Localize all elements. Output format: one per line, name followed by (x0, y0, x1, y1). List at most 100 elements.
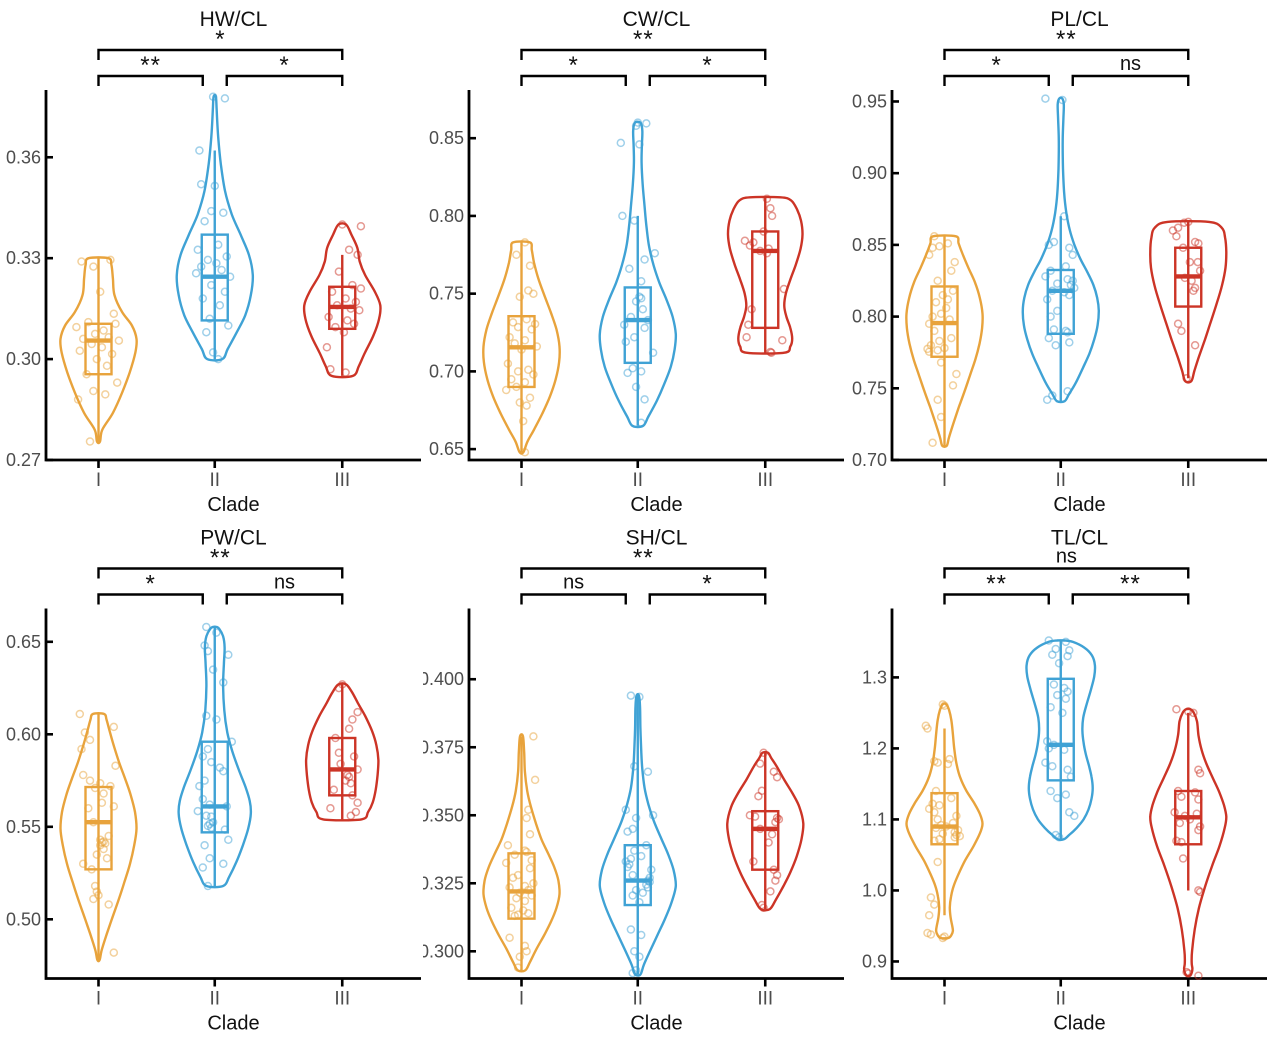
significance-bracket (520, 48, 767, 60)
x-axis-label: Clade (1053, 494, 1105, 516)
data-point (518, 416, 528, 426)
box-iqr (1046, 677, 1075, 782)
data-point (99, 844, 108, 854)
data-point (1051, 341, 1060, 350)
data-point (635, 692, 644, 702)
data-point (106, 781, 115, 791)
x-tick-label-clade-ii: II (1055, 470, 1066, 491)
data-point (212, 715, 221, 724)
data-point (87, 339, 96, 349)
data-point (1189, 286, 1198, 296)
figure-row-bottom: PW/CL ** * ns 0.50 0.55 0.60 0.65 I II III Clade SH/… (0, 518, 1269, 1037)
axis-lines (467, 90, 844, 462)
data-point (1042, 395, 1052, 405)
data-point (1041, 94, 1050, 103)
data-point (1059, 745, 1069, 755)
data-point (207, 280, 216, 290)
data-point (525, 261, 535, 270)
significance-label: * (568, 52, 578, 79)
y-tick-label: 0.70 (852, 450, 887, 470)
data-point (1184, 707, 1193, 716)
data-point (764, 244, 773, 253)
data-point (200, 841, 209, 850)
data-point (947, 333, 956, 343)
data-point (948, 286, 958, 296)
data-point (1048, 650, 1057, 659)
significance-label: ** (1120, 571, 1141, 598)
data-point (745, 241, 755, 250)
axis-lines (890, 608, 1267, 980)
data-point (635, 898, 644, 907)
data-point (1048, 391, 1057, 400)
data-point (89, 894, 98, 904)
data-point (1041, 272, 1050, 281)
data-point (930, 326, 939, 336)
data-point (936, 358, 946, 367)
data-point (339, 327, 349, 337)
y-tick-label: 1.0 (862, 880, 887, 900)
data-point (767, 830, 777, 839)
data-point (507, 374, 516, 384)
data-point (112, 378, 122, 387)
data-point (1044, 744, 1054, 753)
data-point (928, 312, 937, 321)
box-iqr (1046, 268, 1075, 335)
data-point (203, 255, 213, 265)
data-point (628, 364, 637, 373)
data-point (1063, 328, 1072, 337)
data-point (1177, 326, 1186, 336)
data-point (522, 847, 531, 857)
data-point (1194, 239, 1203, 248)
data-point (943, 239, 953, 248)
data-point (1178, 243, 1188, 253)
data-point (1182, 967, 1191, 977)
data-point (1194, 825, 1203, 835)
data-point (631, 382, 641, 392)
data-point (109, 802, 119, 811)
data-point (89, 817, 98, 827)
significance-bracket (225, 593, 344, 605)
data-point (520, 336, 530, 345)
x-tick-label-clade-ii: II (209, 989, 220, 1010)
data-point (766, 887, 775, 896)
data-point (778, 336, 787, 345)
data-point (196, 179, 206, 189)
significance-label: ** (210, 545, 231, 572)
data-point (642, 119, 651, 128)
data-point (1041, 758, 1050, 767)
y-tick-label: 0.375 (423, 737, 464, 757)
y-tick-label: 1.1 (862, 809, 887, 829)
data-point (203, 744, 213, 754)
data-point (78, 334, 88, 344)
data-point (326, 364, 335, 374)
data-point (930, 808, 939, 817)
data-point (772, 813, 782, 823)
data-point (1184, 217, 1193, 227)
data-point (930, 836, 939, 845)
significance-label: ns (1056, 546, 1077, 568)
data-point (947, 793, 956, 803)
data-point (755, 759, 765, 768)
y-tick-label: 0.27 (6, 450, 41, 470)
significance-bracket (1071, 593, 1190, 605)
y-tick-label: 0.60 (6, 724, 41, 744)
data-point (1054, 832, 1064, 842)
data-point (202, 327, 211, 337)
data-point (1044, 636, 1054, 645)
data-point (1195, 266, 1205, 275)
significance-label: ** (986, 571, 1007, 598)
y-tick-label: 0.70 (429, 361, 464, 381)
data-point (621, 337, 631, 347)
y-tick-label: 0.300 (423, 941, 464, 961)
data-point (1178, 854, 1188, 863)
data-point (104, 900, 113, 909)
data-point (207, 757, 216, 767)
data-point (505, 933, 514, 942)
data-point (507, 903, 516, 913)
data-point (626, 312, 636, 322)
data-point (336, 759, 345, 769)
data-point (114, 336, 124, 345)
data-point (220, 94, 230, 103)
data-point (933, 395, 942, 405)
